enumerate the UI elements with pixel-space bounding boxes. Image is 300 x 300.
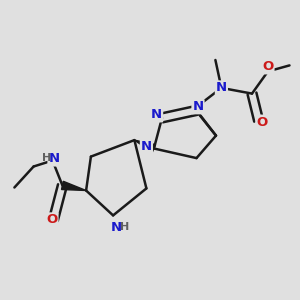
Text: N: N bbox=[48, 152, 60, 166]
Text: N: N bbox=[141, 140, 152, 154]
Polygon shape bbox=[134, 140, 156, 152]
Text: H: H bbox=[120, 221, 129, 232]
Text: N: N bbox=[192, 100, 204, 113]
Text: O: O bbox=[256, 116, 268, 129]
Text: O: O bbox=[46, 213, 58, 226]
Text: H: H bbox=[43, 153, 52, 163]
Text: N: N bbox=[216, 81, 227, 94]
Text: N: N bbox=[110, 221, 122, 234]
Text: N: N bbox=[151, 108, 162, 122]
Text: O: O bbox=[262, 60, 274, 74]
Polygon shape bbox=[61, 181, 86, 190]
